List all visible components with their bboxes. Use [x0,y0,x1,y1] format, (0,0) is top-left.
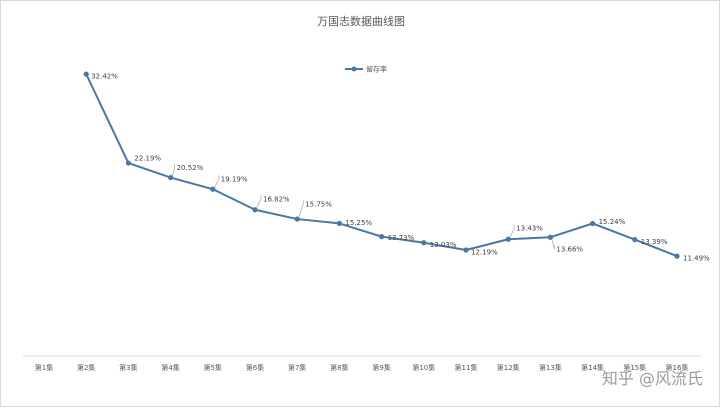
data-label: 13.73% [388,234,415,242]
legend-point-marker [351,66,357,72]
series-layer [83,71,680,259]
x-tick-label: 第16集 [666,363,689,372]
data-label: 15.24% [599,218,626,226]
x-tick-label: 第1集 [35,363,53,372]
data-label: 15.25% [345,219,372,227]
label-leader-line [171,163,175,178]
data-label: 13.39% [641,238,668,246]
data-label: 11.49% [683,255,710,263]
x-tick-label: 第11集 [455,363,478,372]
data-labels: 32.42% 22.19% 20.52% 19.19% 16.82% 15.75% 15.2… [91,73,710,263]
x-tick-label: 第10集 [412,363,435,372]
data-point [674,253,680,259]
data-label: 13.43% [516,225,543,233]
data-point [294,216,300,222]
x-tick-label: 第8集 [330,363,348,372]
x-tick-label: 第3集 [119,363,137,372]
data-label: 13.03% [430,241,457,249]
data-point [590,220,596,227]
data-point [83,71,89,77]
chart-title: 万国志数据曲线图 [317,14,405,28]
data-point [336,220,342,227]
data-point [168,174,174,181]
data-label: 32.42% [91,73,118,81]
data-point [210,186,216,192]
data-label: 16.82% [263,195,290,203]
label-leader-line [297,200,304,220]
data-point [379,234,385,240]
x-tick-label: 第5集 [204,363,222,372]
data-point [632,236,638,243]
x-tick-label: 第6集 [246,363,264,372]
x-tick-label: 第13集 [539,363,562,372]
label-leader-line [255,194,262,210]
data-point [505,236,511,242]
data-point [421,240,427,246]
data-label: 19.19% [221,176,248,184]
x-tick-label: 第4集 [161,363,179,372]
label-leader-line [551,237,555,250]
data-label: 22.19% [134,155,161,163]
x-tick-label: 第14集 [581,363,604,372]
legend-label: 留存率 [366,65,387,74]
x-tick-label: 第12集 [497,363,520,372]
label-leader-line [508,224,515,240]
data-label-callouts [171,163,555,250]
data-point [252,207,258,213]
data-label: 12.19% [471,249,498,257]
label-leader-line [213,175,220,190]
legend: 留存率 [345,65,387,74]
data-label: 15.75% [305,201,332,209]
data-label: 13.66% [556,246,583,254]
x-tick-label: 第15集 [623,363,646,372]
data-point [463,247,469,253]
data-point [125,160,131,166]
data-point [547,234,554,240]
x-axis-ticks: 第1集 第2集 第3集 第4集 第5集 第6集 第7集 第8集 第9集 第10集 第11集 第12集 第… [35,363,689,372]
x-tick-label: 第2集 [77,363,95,372]
watermark: 知乎 @风流氏 [602,369,703,388]
x-tick-label: 第9集 [372,363,390,372]
x-tick-label: 第7集 [288,363,306,372]
data-label: 20.52% [177,164,204,172]
